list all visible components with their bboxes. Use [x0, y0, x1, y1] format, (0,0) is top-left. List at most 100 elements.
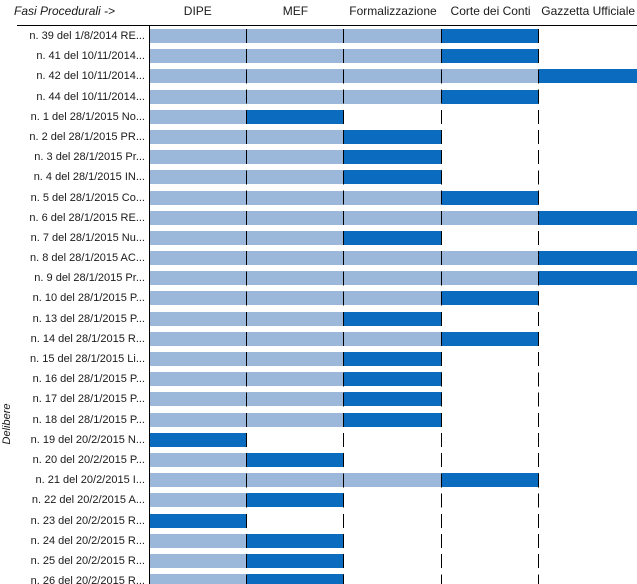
row-label: n. 8 del 28/1/2015 AC...: [30, 252, 145, 265]
chart-row: n. 13 del 28/1/2015 P...: [0, 309, 637, 329]
bar-current-phase: [149, 513, 247, 528]
bar-current-phase: [246, 574, 345, 584]
column-header-gazzetta-ufficiale: Gazzetta Ufficiale: [541, 4, 636, 18]
row-track: [149, 430, 637, 450]
bar-current-phase: [344, 230, 442, 245]
row-label: n. 21 del 20/2/2015 I...: [35, 474, 145, 487]
chart-row: n. 6 del 28/1/2015 RE...: [0, 208, 637, 228]
row-label: n. 22 del 20/2/2015 A...: [31, 494, 145, 507]
bar-completed-phases: [149, 230, 345, 245]
bar-current-phase: [441, 331, 540, 346]
bar-completed-phases: [149, 271, 540, 286]
row-track: [149, 571, 637, 584]
chart-row: n. 18 del 28/1/2015 P...: [0, 410, 637, 430]
phases-axis-title: Fasi Procedurali ->: [14, 4, 116, 18]
bar-completed-phases: [149, 170, 345, 185]
bar-current-phase: [246, 553, 345, 568]
chart-row: n. 3 del 28/1/2015 Pr...: [0, 147, 637, 167]
row-track: [149, 369, 637, 389]
bar-completed-phases: [149, 210, 540, 225]
row-label: n. 26 del 20/2/2015 R...: [30, 575, 145, 584]
row-label: n. 17 del 28/1/2015 P...: [32, 393, 145, 406]
chart-row: n. 4 del 28/1/2015 IN...: [0, 167, 637, 187]
row-track: [149, 107, 637, 127]
row-track: [149, 511, 637, 531]
bar-completed-phases: [149, 412, 345, 427]
row-label: n. 24 del 20/2/2015 R...: [30, 534, 145, 547]
row-track: [149, 490, 637, 510]
bar-completed-phases: [149, 473, 442, 488]
bar-current-phase: [246, 452, 345, 467]
row-track: [149, 147, 637, 167]
bar-completed-phases: [149, 352, 345, 366]
chart-top-border: [17, 25, 637, 26]
row-label: n. 23 del 20/2/2015 R...: [30, 514, 145, 527]
bar-current-phase: [344, 372, 442, 387]
bar-completed-phases: [149, 129, 345, 144]
column-header-corte-dei-conti: Corte dei Conti: [450, 4, 531, 18]
row-track: [149, 208, 637, 228]
row-track: [149, 410, 637, 430]
chart-row: n. 10 del 28/1/2015 P...: [0, 288, 637, 308]
chart-row: n. 19 del 20/2/2015 N...: [0, 430, 637, 450]
bar-completed-phases: [149, 49, 442, 64]
phase-column-headers: DIPE MEF Formalizzazione Corte dei Conti…: [149, 4, 637, 20]
row-track: [149, 389, 637, 409]
row-label: n. 44 del 10/11/2014...: [36, 90, 145, 103]
bar-current-phase: [441, 89, 540, 104]
row-label: n. 10 del 28/1/2015 P...: [32, 292, 145, 305]
bar-completed-phases: [149, 109, 247, 124]
row-label: n. 13 del 28/1/2015 P...: [32, 312, 145, 325]
bar-current-phase: [149, 432, 247, 447]
chart-row: n. 5 del 28/1/2015 Co...: [0, 188, 637, 208]
bar-completed-phases: [149, 29, 442, 43]
bar-completed-phases: [149, 291, 442, 306]
bar-current-phase: [344, 311, 442, 326]
chart-rows-area: n. 39 del 1/8/2014 RE... n. 41 del 10/11…: [0, 26, 637, 584]
chart-row: n. 17 del 28/1/2015 P...: [0, 389, 637, 409]
row-label: n. 14 del 28/1/2015 R...: [30, 332, 145, 345]
bar-current-phase: [246, 533, 345, 548]
bar-current-phase: [441, 473, 540, 488]
row-track: [149, 87, 637, 107]
row-track: [149, 551, 637, 571]
chart-row: n. 39 del 1/8/2014 RE...: [0, 26, 637, 46]
bar-completed-phases: [149, 452, 247, 467]
row-label: n. 9 del 28/1/2015 Pr...: [34, 272, 145, 285]
chart-row: n. 8 del 28/1/2015 AC...: [0, 248, 637, 268]
row-track: [149, 309, 637, 329]
bar-completed-phases: [149, 69, 540, 84]
chart-row: n. 14 del 28/1/2015 R...: [0, 329, 637, 349]
row-label: n. 16 del 28/1/2015 P...: [32, 373, 145, 386]
bar-completed-phases: [149, 372, 345, 387]
bar-current-phase: [441, 29, 540, 43]
bar-current-phase: [344, 150, 442, 165]
bar-current-phase: [441, 291, 540, 306]
row-track: [149, 228, 637, 248]
chart-row: n. 44 del 10/11/2014...: [0, 87, 637, 107]
row-label: n. 18 del 28/1/2015 P...: [32, 413, 145, 426]
bar-completed-phases: [149, 251, 540, 266]
row-label: n. 3 del 28/1/2015 Pr...: [34, 151, 145, 164]
chart-row: n. 21 del 20/2/2015 I...: [0, 470, 637, 490]
bar-completed-phases: [149, 311, 345, 326]
row-label: n. 41 del 10/11/2014...: [36, 50, 145, 63]
row-track: [149, 26, 637, 46]
row-track: [149, 470, 637, 490]
bar-completed-phases: [149, 190, 442, 205]
bar-current-phase: [539, 271, 637, 286]
chart-row: n. 2 del 28/1/2015 PR...: [0, 127, 637, 147]
row-track: [149, 329, 637, 349]
column-header-formalizzazione: Formalizzazione: [349, 4, 437, 18]
bar-completed-phases: [149, 574, 247, 584]
bar-current-phase: [539, 69, 637, 84]
bar-current-phase: [344, 129, 442, 144]
row-label: n. 1 del 28/1/2015 No...: [30, 110, 145, 123]
bar-completed-phases: [149, 89, 442, 104]
row-label: n. 19 del 20/2/2015 N...: [30, 433, 145, 446]
bar-completed-phases: [149, 392, 345, 407]
bar-current-phase: [246, 493, 345, 508]
row-track: [149, 66, 637, 86]
row-label: n. 42 del 10/11/2014...: [36, 70, 145, 83]
row-label: n. 15 del 28/1/2015 Li...: [30, 353, 145, 365]
